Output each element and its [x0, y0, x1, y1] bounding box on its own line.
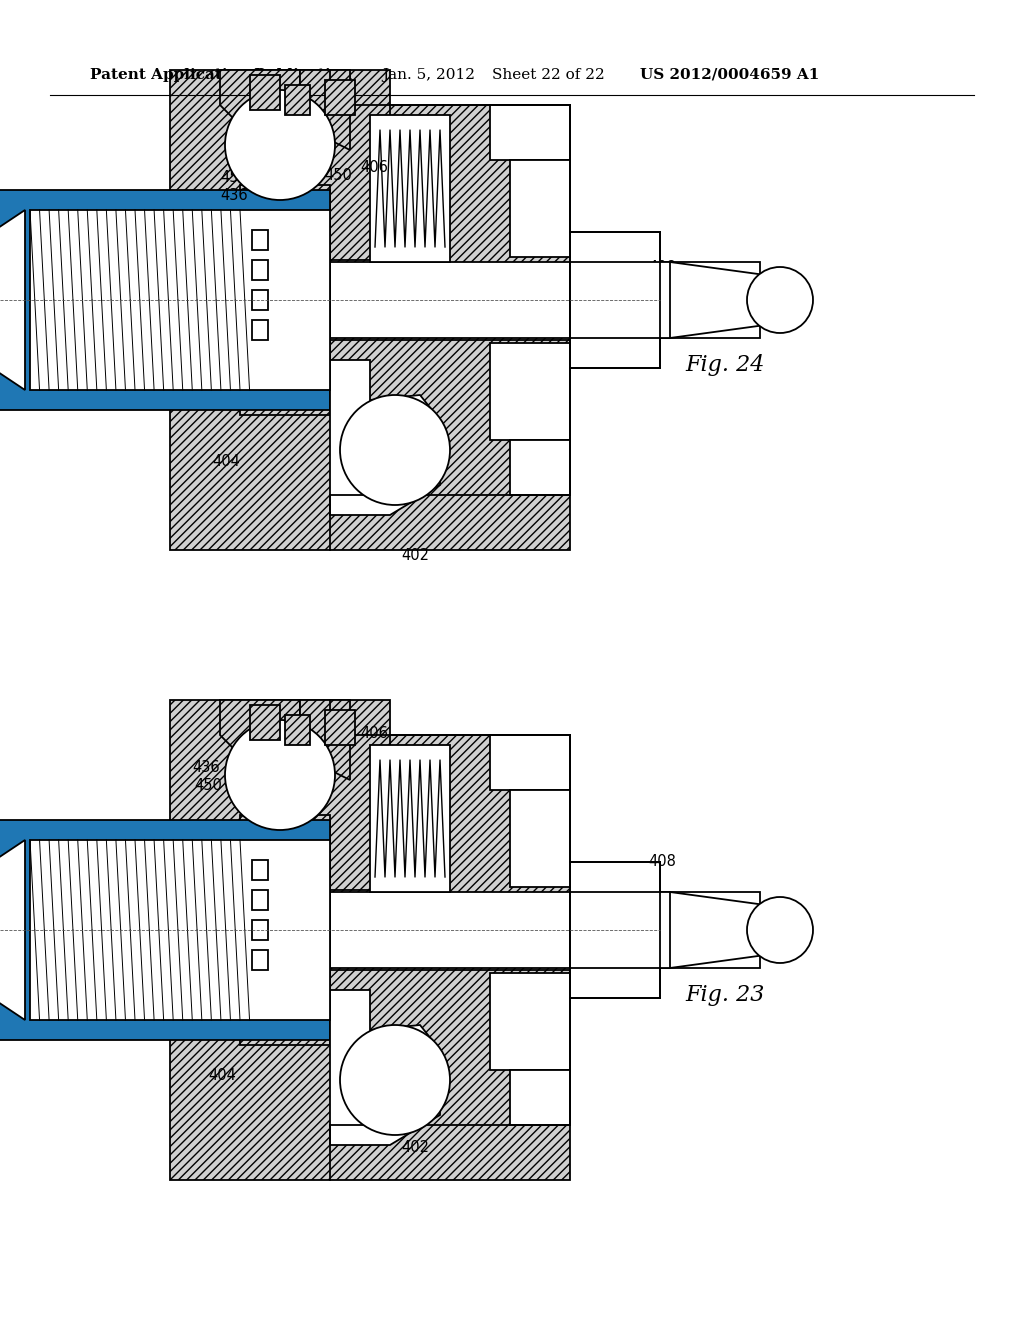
Polygon shape [490, 735, 570, 789]
Text: 450: 450 [325, 168, 352, 182]
Polygon shape [490, 343, 570, 440]
Polygon shape [285, 715, 310, 744]
Text: Patent Application Publication: Patent Application Publication [90, 69, 352, 82]
Polygon shape [170, 970, 570, 1180]
Polygon shape [670, 892, 780, 968]
Polygon shape [252, 260, 268, 280]
Polygon shape [0, 840, 25, 1020]
Polygon shape [330, 261, 670, 338]
Polygon shape [240, 814, 330, 1045]
Polygon shape [0, 820, 330, 1040]
Circle shape [340, 1026, 450, 1135]
Text: 450: 450 [195, 779, 222, 793]
Polygon shape [570, 261, 760, 338]
Text: Sheet 22 of 22: Sheet 22 of 22 [492, 69, 605, 82]
Circle shape [746, 267, 813, 333]
Polygon shape [30, 840, 330, 1020]
Text: 402: 402 [401, 549, 429, 564]
Text: 406: 406 [360, 726, 388, 742]
Text: 406: 406 [360, 160, 388, 174]
Text: 408: 408 [648, 854, 676, 870]
Circle shape [225, 719, 335, 830]
Text: 436: 436 [193, 760, 220, 776]
Text: 402: 402 [401, 1140, 429, 1155]
Polygon shape [252, 290, 268, 310]
Polygon shape [220, 700, 300, 755]
Polygon shape [510, 789, 570, 887]
Text: 450: 450 [272, 742, 300, 758]
Polygon shape [330, 892, 670, 968]
Polygon shape [300, 70, 350, 150]
Polygon shape [510, 1071, 570, 1125]
Polygon shape [250, 705, 280, 741]
Polygon shape [490, 106, 570, 160]
Text: 404: 404 [208, 1068, 236, 1084]
Polygon shape [570, 862, 660, 998]
Circle shape [225, 90, 335, 201]
Polygon shape [170, 700, 390, 890]
Polygon shape [510, 440, 570, 495]
Polygon shape [252, 950, 268, 970]
Polygon shape [240, 185, 330, 414]
Polygon shape [330, 360, 440, 515]
Polygon shape [570, 892, 760, 968]
Polygon shape [252, 920, 268, 940]
Text: 450: 450 [220, 170, 248, 186]
Polygon shape [370, 744, 450, 892]
Polygon shape [510, 160, 570, 257]
Polygon shape [330, 990, 440, 1144]
Polygon shape [170, 70, 390, 260]
Circle shape [746, 898, 813, 964]
Text: 434: 434 [298, 734, 326, 750]
Text: 450: 450 [220, 873, 248, 887]
Polygon shape [325, 710, 355, 744]
Polygon shape [670, 261, 780, 338]
Polygon shape [252, 861, 268, 880]
Polygon shape [252, 319, 268, 341]
Polygon shape [250, 75, 280, 110]
Polygon shape [0, 190, 330, 411]
Circle shape [340, 395, 450, 506]
Polygon shape [330, 106, 570, 495]
Polygon shape [252, 890, 268, 909]
Text: Fig. 24: Fig. 24 [685, 354, 764, 376]
Polygon shape [330, 735, 570, 1125]
Polygon shape [325, 81, 355, 115]
Text: Fig. 23: Fig. 23 [685, 983, 764, 1006]
Text: 436: 436 [220, 187, 248, 202]
Polygon shape [252, 230, 268, 249]
Text: Jan. 5, 2012: Jan. 5, 2012 [382, 69, 475, 82]
Polygon shape [285, 84, 310, 115]
Text: 404: 404 [212, 454, 240, 470]
Polygon shape [370, 115, 450, 261]
Polygon shape [0, 210, 25, 389]
Polygon shape [300, 700, 350, 780]
Polygon shape [490, 973, 570, 1071]
Polygon shape [570, 232, 660, 368]
Text: 434: 434 [291, 168, 318, 182]
Polygon shape [220, 70, 300, 125]
Text: 408: 408 [648, 260, 676, 276]
Polygon shape [170, 341, 570, 550]
Text: US 2012/0004659 A1: US 2012/0004659 A1 [640, 69, 819, 82]
Polygon shape [30, 210, 330, 389]
Text: 450: 450 [262, 177, 290, 193]
